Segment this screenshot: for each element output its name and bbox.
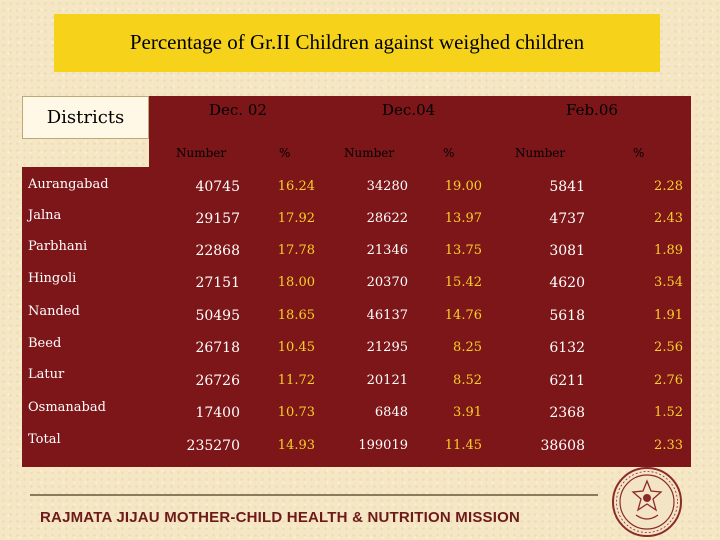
percent-cell: 3.54: [654, 275, 683, 290]
number-cell: 50495: [195, 308, 240, 324]
districts-header-cell: Districts: [22, 96, 149, 139]
number-cell: 20370: [366, 275, 408, 290]
number-cell: 2368: [549, 405, 585, 421]
subheader-percent: %: [443, 146, 455, 160]
period-header-band: [149, 96, 691, 139]
percent-cell: 2.43: [654, 211, 683, 226]
district-name: Total: [28, 432, 61, 447]
number-cell: 20121: [366, 373, 408, 388]
subheader-number: Number: [515, 146, 566, 160]
number-cell: 34280: [366, 179, 408, 194]
subheader-number: Number: [176, 146, 227, 160]
district-name: Beed: [28, 336, 62, 351]
number-cell: 4737: [549, 211, 585, 227]
number-cell: 5841: [549, 179, 585, 195]
district-name: Osmanabad: [28, 400, 106, 415]
percent-cell: 2.28: [654, 179, 683, 194]
footer-mission-name: RAJMATA JIJAU MOTHER-CHILD HEALTH & NUTR…: [40, 509, 521, 526]
number-cell: 6211: [549, 373, 585, 389]
subheader-percent: %: [279, 146, 291, 160]
percent-cell: 11.72: [277, 373, 315, 388]
number-cell: 6848: [374, 405, 408, 420]
percent-cell: 14.76: [444, 308, 482, 323]
number-cell: 5618: [549, 308, 585, 324]
data-table-body: Aurangabad 40745 16.24 34280 19.00 5841 2.28 Ja…: [22, 167, 691, 467]
number-cell: 21346: [366, 243, 408, 258]
number-cell: 38608: [540, 438, 585, 454]
page-title: Percentage of Gr.II Children against wei…: [129, 29, 585, 54]
percent-cell: 1.89: [654, 243, 683, 258]
districts-header: Districts: [46, 107, 125, 128]
percent-cell: 8.52: [453, 373, 482, 388]
group-header-dec02: Dec. 02: [209, 101, 267, 119]
number-cell: 4620: [549, 275, 585, 291]
number-cell: 17400: [195, 405, 240, 421]
number-cell: 29157: [195, 211, 240, 227]
percent-cell: 17.92: [277, 211, 315, 226]
percent-cell: 15.42: [444, 275, 482, 290]
percent-cell: 18.00: [277, 275, 315, 290]
number-cell: 3081: [549, 243, 585, 259]
subheader-percent: %: [633, 146, 645, 160]
number-cell: 46137: [366, 308, 408, 323]
percent-cell: 18.65: [277, 308, 315, 323]
percent-cell: 2.76: [654, 373, 683, 388]
district-name: Parbhani: [28, 239, 88, 254]
district-name: Hingoli: [28, 271, 77, 286]
number-cell: 28622: [366, 211, 408, 226]
number-cell: 199019: [358, 438, 408, 453]
district-name: Nanded: [28, 304, 80, 319]
number-cell: 6132: [549, 340, 585, 356]
percent-cell: 2.33: [654, 438, 683, 453]
number-cell: 27151: [195, 275, 240, 291]
percent-cell: 8.25: [453, 340, 482, 355]
group-header-dec04: Dec.04: [382, 101, 436, 119]
footer-divider: [30, 494, 598, 496]
percent-cell: 13.97: [444, 211, 482, 226]
number-cell: 26718: [195, 340, 240, 356]
percent-cell: 10.73: [277, 405, 315, 420]
district-name: Aurangabad: [28, 177, 109, 192]
percent-cell: 1.91: [654, 308, 683, 323]
percent-cell: 2.56: [654, 340, 683, 355]
percent-cell: 3.91: [453, 405, 482, 420]
number-cell: 235270: [186, 438, 240, 454]
group-header-feb06: Feb.06: [566, 101, 618, 119]
percent-cell: 19.00: [444, 179, 482, 194]
percent-cell: 11.45: [444, 438, 482, 453]
percent-cell: 1.52: [654, 405, 683, 420]
district-name: Jalna: [28, 208, 62, 223]
percent-cell: 17.78: [277, 243, 315, 258]
number-cell: 22868: [195, 243, 240, 259]
government-seal-icon: [612, 467, 682, 537]
title-banner: Percentage of Gr.II Children against wei…: [54, 14, 660, 72]
percent-cell: 14.93: [277, 438, 315, 453]
district-name: Latur: [28, 367, 65, 382]
number-cell: 21295: [366, 340, 408, 355]
percent-cell: 13.75: [444, 243, 482, 258]
number-cell: 26726: [195, 373, 240, 389]
percent-cell: 16.24: [277, 179, 315, 194]
number-cell: 40745: [195, 179, 240, 195]
subheader-number: Number: [344, 146, 395, 160]
percent-cell: 10.45: [277, 340, 315, 355]
subheader-band: [149, 139, 691, 167]
